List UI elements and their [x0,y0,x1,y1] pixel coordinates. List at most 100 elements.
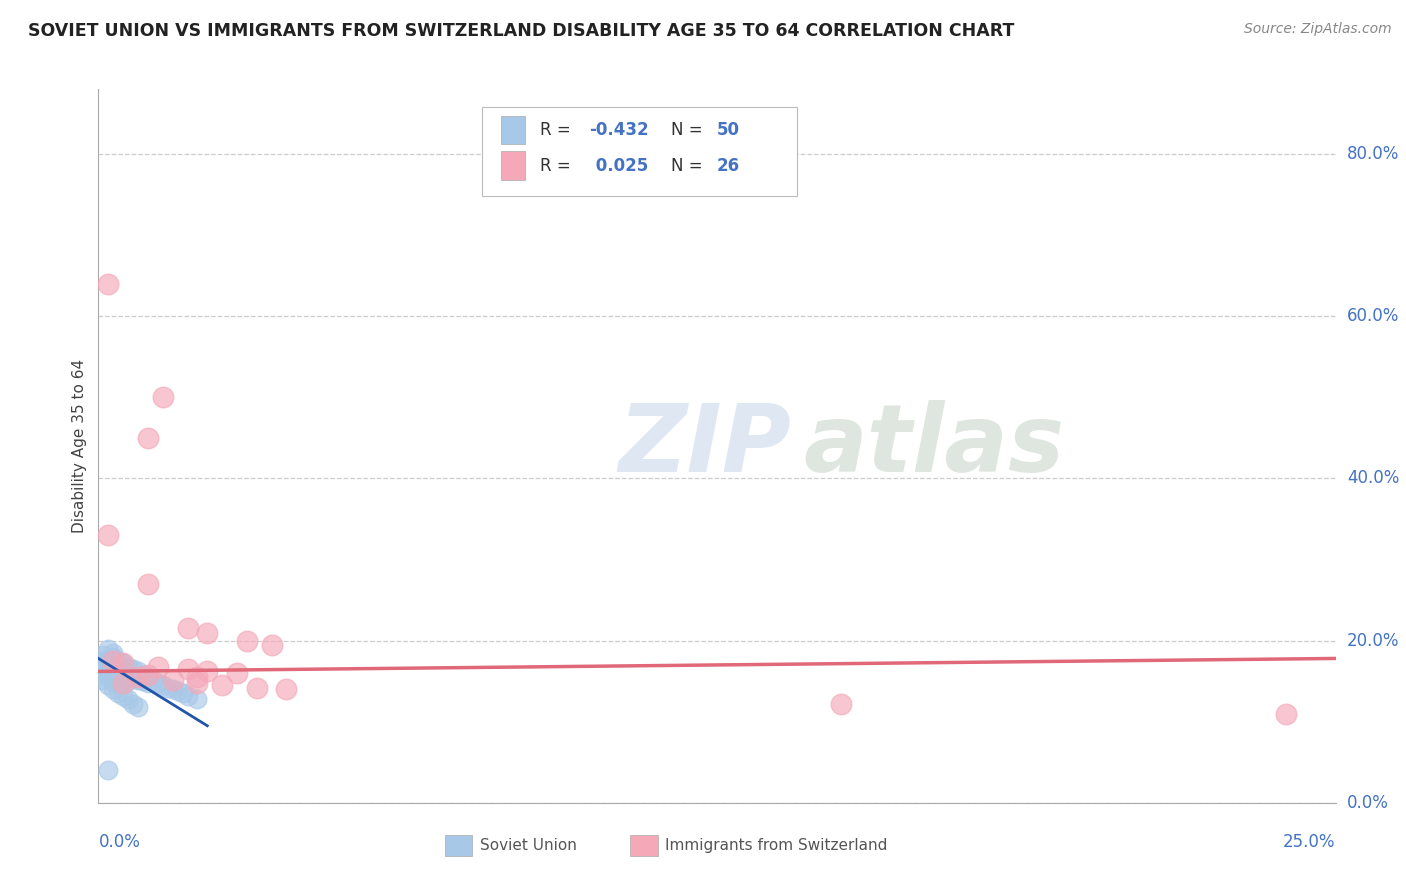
Text: R =: R = [540,157,576,175]
Point [93,654,115,668]
Point [236,633,259,648]
Point [112,675,135,690]
Point [132,674,155,689]
Point [112,673,135,687]
Point [103,657,125,672]
Text: N =: N = [671,157,709,175]
Point [195,625,218,640]
Text: 26: 26 [717,157,740,175]
Point [136,675,159,690]
Point [103,682,125,697]
Point [132,667,155,681]
Point [97,670,120,684]
Point [176,662,198,676]
Point [93,659,115,673]
Point [136,431,159,445]
Point [166,684,188,698]
Point [107,675,129,690]
Point [112,657,135,671]
Point [146,675,169,690]
Bar [501,152,526,180]
Bar [630,835,658,856]
Text: 25.0%: 25.0% [1284,833,1336,851]
Point [117,674,139,689]
Text: 0.025: 0.025 [589,157,648,175]
Point [830,697,852,711]
Text: Immigrants from Switzerland: Immigrants from Switzerland [665,838,887,853]
Text: Soviet Union: Soviet Union [479,838,576,853]
Point [93,673,115,687]
Text: 40.0%: 40.0% [1347,469,1399,487]
Text: -0.432: -0.432 [589,121,650,139]
Point [136,667,159,681]
Point [226,666,249,681]
Point [186,670,208,684]
Bar [444,835,472,856]
Point [162,673,184,687]
Point [97,528,120,542]
Point [93,657,115,671]
Point [146,659,169,673]
Point [1275,706,1298,721]
Point [117,692,139,706]
Point [112,657,135,671]
Point [156,681,179,695]
Text: 0.0%: 0.0% [1347,794,1389,812]
Bar [501,116,526,145]
Point [107,686,129,700]
Point [122,662,145,676]
Point [103,654,125,668]
Text: N =: N = [671,121,709,139]
Text: 50: 50 [717,121,740,139]
Point [97,654,120,668]
Text: 80.0%: 80.0% [1347,145,1399,163]
Point [172,686,194,700]
Point [97,277,120,291]
Point [93,648,115,663]
Point [103,649,125,664]
FancyBboxPatch shape [482,107,797,196]
Point [107,670,129,684]
Point [107,662,129,676]
Y-axis label: Disability Age 35 to 64: Disability Age 35 to 64 [72,359,87,533]
Point [97,764,120,778]
Point [162,682,184,697]
Point [195,665,218,679]
Text: SOVIET UNION VS IMMIGRANTS FROM SWITZERLAND DISABILITY AGE 35 TO 64 CORRELATION : SOVIET UNION VS IMMIGRANTS FROM SWITZERL… [28,22,1015,40]
Point [122,697,145,711]
Point [136,577,159,591]
Point [246,681,269,695]
Point [136,670,159,684]
Text: 0.0%: 0.0% [98,833,141,851]
Text: 20.0%: 20.0% [1347,632,1399,649]
Point [112,689,135,703]
Point [186,692,208,706]
Point [127,700,149,714]
Point [276,682,298,697]
Point [112,665,135,679]
Point [97,641,120,656]
Text: atlas: atlas [804,400,1064,492]
Point [103,646,125,660]
Point [127,665,149,679]
Point [142,673,165,687]
Point [117,659,139,673]
Point [117,667,139,681]
Point [97,678,120,692]
Point [103,666,125,681]
Point [127,673,149,687]
Point [103,674,125,689]
Point [107,654,129,668]
Point [122,670,145,684]
Point [186,675,208,690]
Point [176,622,198,636]
Point [211,678,233,692]
Point [176,689,198,703]
Text: R =: R = [540,121,576,139]
Text: 60.0%: 60.0% [1347,307,1399,326]
Point [127,670,149,684]
Point [93,665,115,679]
Point [260,638,283,652]
Point [152,390,174,404]
Text: ZIP: ZIP [619,400,792,492]
